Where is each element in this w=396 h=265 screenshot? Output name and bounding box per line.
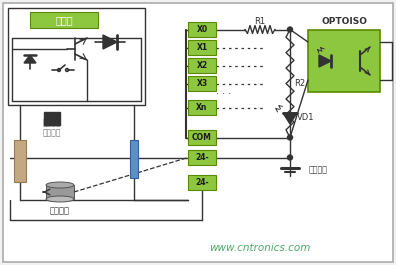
- Text: OPTOISO: OPTOISO: [321, 17, 367, 26]
- Bar: [188, 76, 216, 91]
- Circle shape: [287, 155, 293, 160]
- Text: X0: X0: [196, 25, 208, 34]
- Bar: [30, 12, 98, 28]
- Bar: [188, 175, 216, 190]
- Bar: [308, 30, 380, 92]
- Text: www.cntronics.com: www.cntronics.com: [209, 243, 311, 253]
- Text: 直流两线
接近开关: 直流两线 接近开关: [43, 118, 61, 137]
- Bar: [14, 140, 26, 182]
- Bar: [8, 8, 145, 105]
- Bar: [46, 185, 74, 199]
- Polygon shape: [24, 55, 36, 63]
- Text: X1: X1: [196, 43, 208, 52]
- Text: 内置电源: 内置电源: [308, 165, 327, 174]
- Polygon shape: [283, 113, 297, 124]
- Bar: [188, 100, 216, 115]
- Ellipse shape: [46, 196, 74, 202]
- Ellipse shape: [46, 182, 74, 188]
- Bar: [188, 40, 216, 55]
- Bar: [130, 140, 138, 178]
- Text: 主电路: 主电路: [55, 15, 73, 25]
- Text: R1: R1: [255, 17, 266, 26]
- Polygon shape: [319, 55, 331, 67]
- Circle shape: [287, 135, 293, 140]
- Text: 24-: 24-: [195, 178, 209, 187]
- Polygon shape: [103, 35, 117, 49]
- Text: 24-: 24-: [195, 153, 209, 162]
- Bar: [188, 22, 216, 37]
- Text: COM: COM: [192, 133, 212, 142]
- Bar: [188, 130, 216, 145]
- Text: R2: R2: [295, 79, 306, 88]
- Polygon shape: [44, 112, 60, 125]
- Circle shape: [287, 27, 293, 32]
- Text: X2: X2: [196, 61, 208, 70]
- Bar: [188, 150, 216, 165]
- Text: 外置电源: 外置电源: [50, 206, 70, 215]
- Polygon shape: [45, 114, 59, 125]
- Bar: [188, 58, 216, 73]
- Text: VD1: VD1: [297, 113, 315, 122]
- Text: . . .: . . .: [216, 86, 232, 96]
- Text: Xn: Xn: [196, 103, 208, 112]
- Text: X3: X3: [196, 79, 208, 88]
